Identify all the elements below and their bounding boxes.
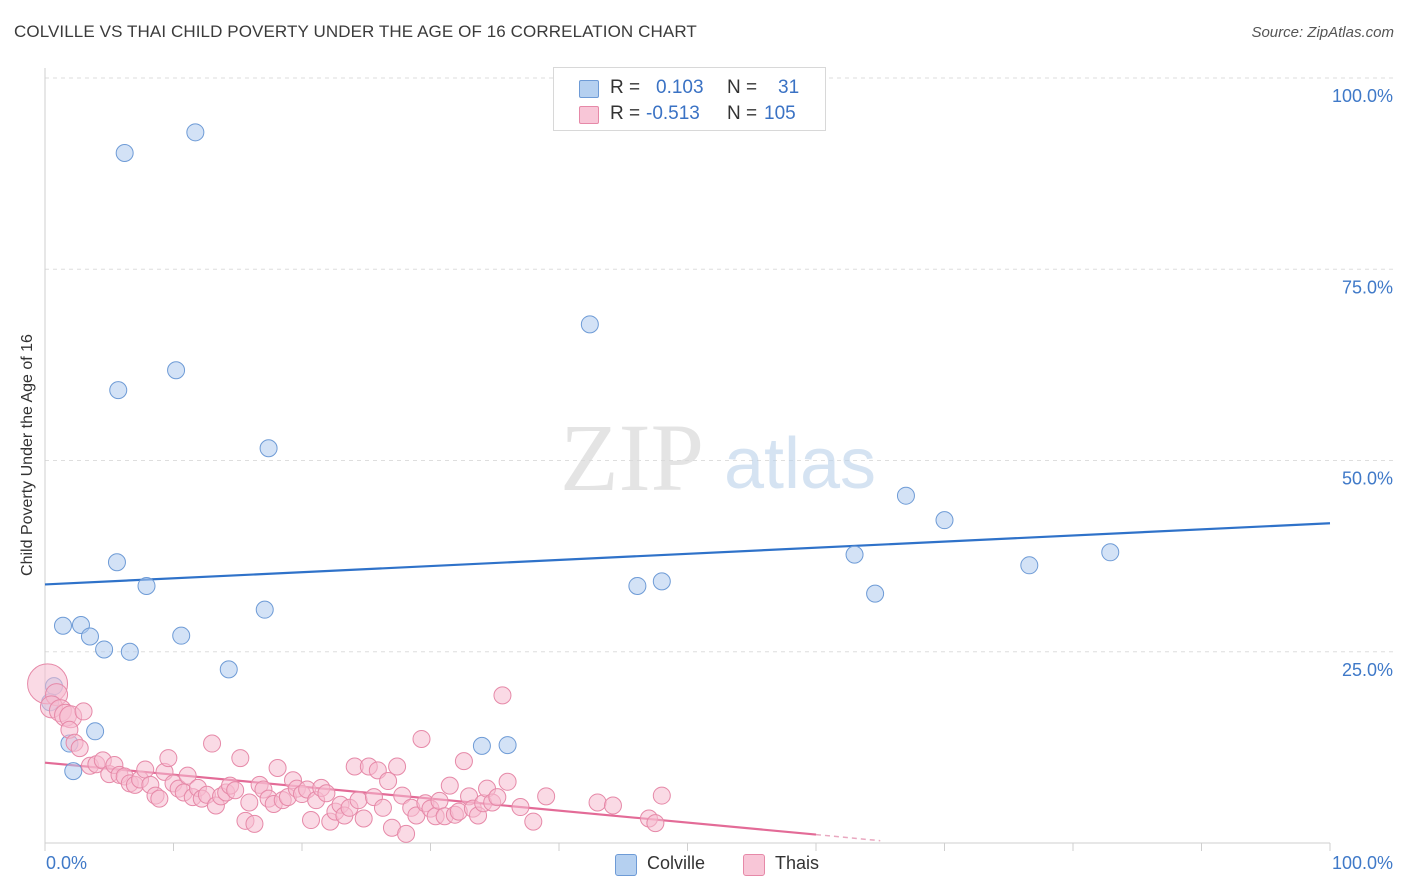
colville-point — [498, 736, 517, 755]
thai-point — [354, 809, 373, 828]
thai-point — [379, 772, 398, 791]
thai-point — [440, 776, 459, 795]
thai-point — [136, 760, 155, 779]
thai-point — [301, 811, 320, 830]
thai-point — [488, 788, 507, 807]
thai-point — [511, 798, 530, 817]
y-tick-label: 75.0% — [1342, 277, 1393, 297]
thai-trendline-extension — [815, 833, 881, 842]
thai-point — [393, 786, 412, 805]
colville-point — [866, 584, 885, 603]
colville-swatch — [579, 80, 599, 98]
legend-n-label: N = — [727, 77, 758, 98]
thai-point — [373, 798, 392, 817]
x-tick-label: 0.0% — [46, 853, 87, 873]
colville-point — [472, 736, 491, 755]
x-tick-label: 100.0% — [1332, 853, 1393, 873]
colville-point — [219, 660, 238, 679]
legend-row-colville: R = 0.103 N = 31 — [554, 76, 825, 102]
colville-point — [64, 762, 83, 781]
colville-point — [255, 600, 274, 619]
colville-point — [115, 143, 134, 162]
colville-point — [53, 616, 72, 635]
thai-point — [74, 702, 93, 721]
thai-point — [388, 757, 407, 776]
colville-point — [167, 361, 186, 380]
colville-point — [120, 642, 139, 661]
colville-legend-swatch — [615, 854, 637, 876]
thai-point — [240, 793, 259, 812]
thai-point — [493, 686, 512, 705]
grid-lines — [45, 77, 1393, 653]
colville-point — [80, 627, 99, 646]
thais-legend-label: Thais — [775, 853, 820, 873]
thai-point — [317, 784, 336, 803]
thai-point — [349, 791, 368, 810]
legend-r-label: R = — [610, 77, 641, 98]
thais-swatch — [579, 106, 599, 124]
thai-point — [203, 734, 222, 753]
thai-point — [454, 752, 473, 771]
colville-point — [580, 315, 599, 334]
chart-title: COLVILLE VS THAI CHILD POVERTY UNDER THE… — [14, 22, 697, 41]
thai-point — [397, 824, 416, 843]
thais-legend-swatch — [743, 854, 765, 876]
colville-point — [95, 640, 114, 659]
colville-point — [896, 486, 915, 505]
colville-point — [1020, 556, 1039, 575]
colville-point — [259, 439, 278, 458]
thai-point — [226, 781, 245, 800]
thai-point — [178, 766, 197, 785]
watermark-zip: ZIP — [560, 404, 704, 511]
watermark-atlas: atlas — [724, 424, 876, 504]
colville-point — [107, 553, 126, 572]
legend-r-value: -0.513 — [646, 103, 700, 124]
thai-point — [537, 787, 556, 806]
y-tick-label: 100.0% — [1332, 86, 1393, 106]
source-label: Source: ZipAtlas.com — [1251, 24, 1394, 41]
colville-trendline — [44, 522, 1331, 586]
y-tick-label: 50.0% — [1342, 469, 1393, 489]
thai-point — [646, 814, 665, 833]
stats-legend: R = 0.103 N = 31 R = -0.513 N = 105 — [553, 67, 826, 131]
thai-point — [245, 814, 264, 833]
colville-point — [186, 123, 205, 142]
colville-point — [86, 722, 105, 741]
legend-row-thais: R = -0.513 N = 105 — [554, 102, 825, 128]
colville-point — [109, 381, 128, 400]
thai-point — [588, 793, 607, 812]
y-tick-label: 25.0% — [1342, 660, 1393, 680]
tick-labels: 25.0% 50.0% 75.0% 100.0% 0.0% 100.0% — [46, 86, 1393, 873]
legend-r-label: R = — [610, 103, 641, 124]
thai-point — [412, 729, 431, 748]
watermark: ZIP atlas — [560, 404, 876, 511]
thai-point — [603, 796, 622, 815]
thai-point — [430, 791, 449, 810]
legend-n-value: 105 — [764, 103, 796, 124]
colville-point — [172, 626, 191, 645]
thai-point — [268, 759, 287, 778]
thai-point — [652, 786, 671, 805]
colville-point — [628, 576, 647, 595]
thai-point — [524, 812, 543, 831]
thai-point — [498, 772, 517, 791]
data-points — [27, 123, 1120, 843]
colville-point — [935, 511, 954, 530]
colville-point — [1101, 543, 1120, 562]
thai-point — [159, 749, 178, 768]
legend-n-value: 31 — [778, 77, 800, 98]
colville-point — [652, 572, 671, 591]
colville-legend-label: Colville — [647, 853, 706, 873]
colville-point — [845, 545, 864, 564]
colville-point — [137, 576, 156, 595]
legend-r-value: 0.103 — [656, 77, 704, 98]
thai-point — [150, 789, 169, 808]
thai-point — [70, 739, 89, 758]
legend-n-label: N = — [727, 103, 758, 124]
thai-point — [231, 749, 250, 768]
